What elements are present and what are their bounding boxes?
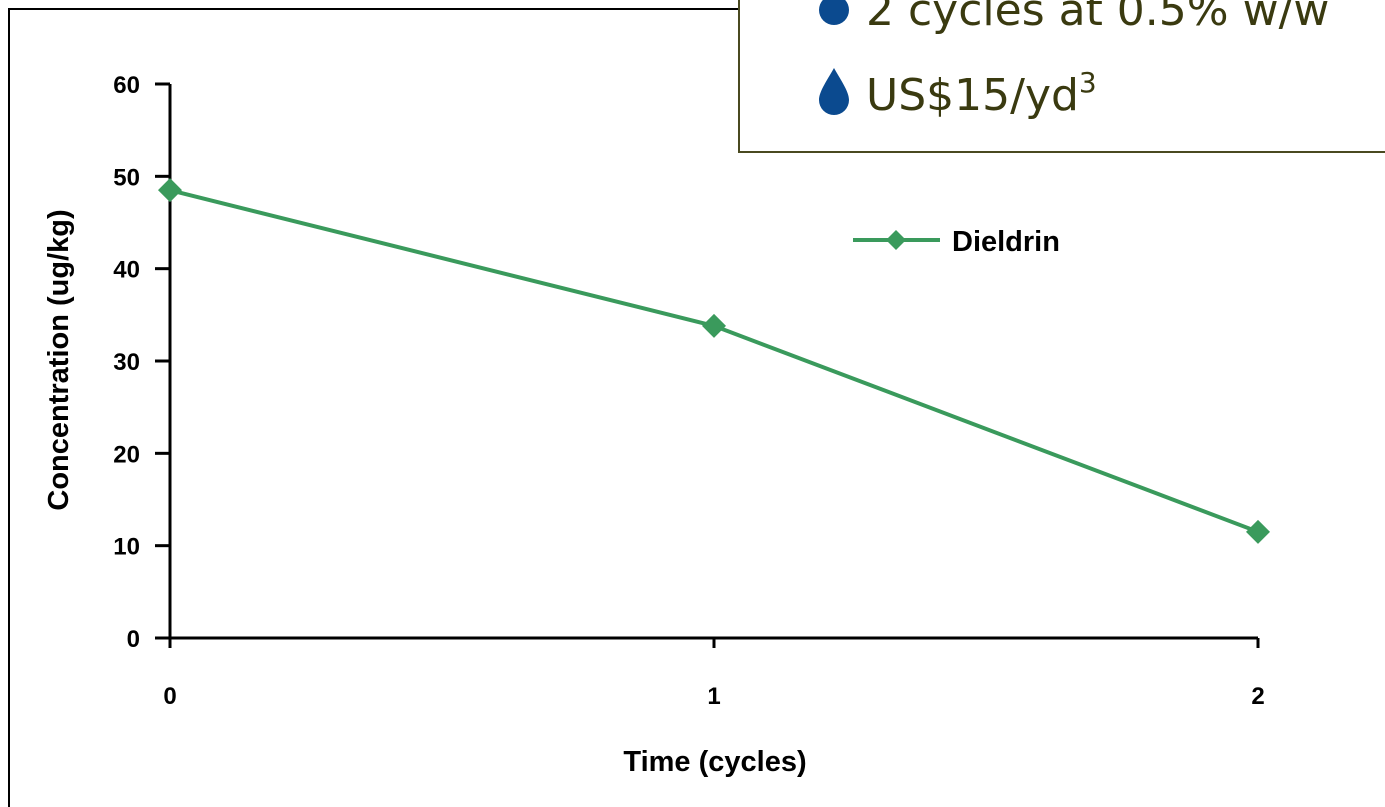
bullet-text-sup: 3 bbox=[1079, 66, 1097, 99]
x-tick-label: 1 bbox=[707, 683, 720, 710]
data-point bbox=[158, 178, 182, 203]
data-point bbox=[702, 313, 726, 338]
plot-area: 0 10 20 30 40 50 60 0 1 2 Dieldrin bbox=[113, 72, 1270, 710]
x-tick-label: 0 bbox=[163, 683, 176, 710]
bullet-icon bbox=[819, 68, 849, 115]
bullet-icon bbox=[819, 0, 849, 25]
y-tick-label: 0 bbox=[127, 626, 140, 653]
y-tick-label: 60 bbox=[113, 72, 140, 99]
legend-label: Dieldrin bbox=[952, 226, 1060, 258]
y-tick-label: 50 bbox=[113, 164, 140, 191]
bullet-text: 2 cycles at 0.5% w/w bbox=[866, 0, 1329, 36]
bullet-text-main: US$15/yd bbox=[866, 70, 1079, 121]
bullet-text: US$15/yd3 bbox=[866, 66, 1097, 121]
bullet-text-main: 2 cycles at 0.5% w/w bbox=[866, 0, 1329, 36]
y-tick-label: 30 bbox=[113, 349, 140, 376]
x-axis-title: Time (cycles) bbox=[623, 746, 806, 778]
callout: 2 cycles at 0.5% w/w US$15/yd3 bbox=[738, 0, 1385, 153]
y-tick-label: 10 bbox=[113, 534, 140, 561]
y-tick-label: 40 bbox=[113, 257, 140, 284]
y-axis-title: Concentration (ug/kg) bbox=[43, 209, 75, 510]
x-tick-label: 2 bbox=[1251, 683, 1264, 710]
legend-marker bbox=[886, 230, 906, 250]
y-tick-label: 20 bbox=[113, 441, 140, 468]
data-point bbox=[1246, 519, 1270, 544]
callout-box bbox=[738, 0, 1385, 153]
